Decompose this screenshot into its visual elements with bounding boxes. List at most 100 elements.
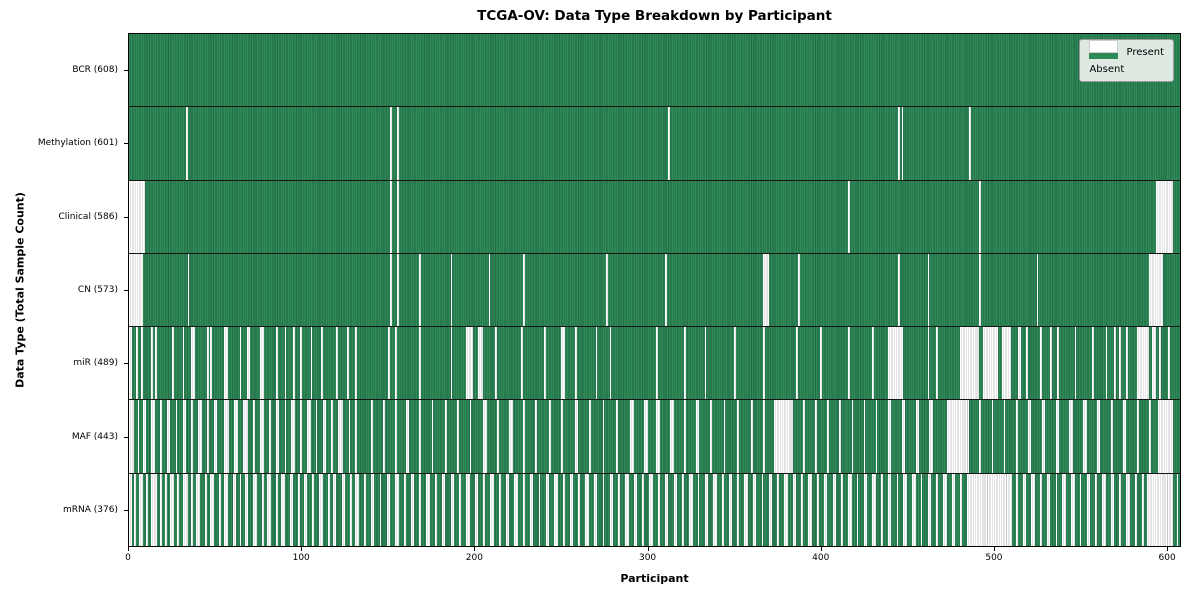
absent-segment xyxy=(578,473,581,546)
x-axis: 0 100 200 300 400 500 600 xyxy=(125,547,1181,577)
absent-segment xyxy=(1046,473,1051,546)
absent-segment xyxy=(419,400,422,473)
absent-segment xyxy=(872,473,876,546)
absent-segment xyxy=(224,400,230,473)
absent-segment xyxy=(562,473,565,546)
absent-segment xyxy=(1057,327,1059,400)
absent-segment xyxy=(445,400,448,473)
absent-segment xyxy=(405,400,410,473)
absent-segment xyxy=(723,400,726,473)
legend-item-absent: Absent xyxy=(1089,40,1164,75)
absent-segment xyxy=(419,327,422,400)
absent-segment xyxy=(129,327,133,400)
absent-segment xyxy=(1147,473,1174,546)
absent-segment xyxy=(896,473,899,546)
absent-segment xyxy=(903,473,907,546)
absent-segment xyxy=(839,400,842,473)
absent-segment xyxy=(135,327,138,400)
absent-segment xyxy=(355,327,358,400)
absent-segment xyxy=(815,400,817,473)
y-axis: BCR (608) Methylation (601) Clinical (586)… xyxy=(0,33,128,547)
absent-segment xyxy=(331,400,333,473)
absent-segment xyxy=(172,327,174,400)
absent-segment xyxy=(338,400,344,473)
y-tick-label-mir: miR (489) xyxy=(73,358,118,369)
absent-segment xyxy=(134,473,136,546)
absent-segment xyxy=(803,400,805,473)
x-tick-label-500: 500 xyxy=(985,553,1003,563)
absent-segment xyxy=(982,327,999,400)
absent-segment xyxy=(901,107,904,180)
y-tick-mark xyxy=(124,436,128,438)
absent-segment xyxy=(801,473,804,546)
absent-segment xyxy=(549,400,551,473)
absent-segment xyxy=(763,327,766,400)
absent-segment xyxy=(796,327,798,400)
absent-segment xyxy=(848,327,850,400)
absent-segment xyxy=(616,400,619,473)
absent-segment xyxy=(514,473,518,546)
absent-segment xyxy=(872,327,875,400)
absent-segment xyxy=(234,400,238,473)
y-tick-label-maf: MAF (443) xyxy=(71,431,118,442)
absent-segment xyxy=(182,400,187,473)
absent-segment xyxy=(1017,327,1021,400)
absent-segment xyxy=(348,400,351,473)
absent-segment xyxy=(1027,400,1032,473)
absent-segment xyxy=(1001,327,1011,400)
row-mrna xyxy=(129,473,1180,546)
absent-segment xyxy=(213,400,218,473)
absent-segment xyxy=(146,473,148,546)
absent-segment xyxy=(664,473,669,546)
absent-segment xyxy=(1105,327,1108,400)
x-tick-mark xyxy=(301,547,303,551)
absent-segment xyxy=(281,473,285,546)
absent-segment xyxy=(832,473,836,546)
absent-segment xyxy=(1069,400,1073,473)
absent-segment xyxy=(737,400,740,473)
absent-segment xyxy=(967,473,1013,546)
absent-segment xyxy=(483,400,487,473)
absent-segment xyxy=(927,473,932,546)
x-tick-mark xyxy=(820,547,822,551)
absent-segment xyxy=(561,327,565,400)
x-tick-mark xyxy=(647,547,649,551)
absent-segment xyxy=(979,180,982,253)
absent-segment xyxy=(142,400,147,473)
absent-segment xyxy=(350,473,352,546)
chart-title: TCGA-OV: Data Type Breakdown by Particip… xyxy=(477,8,832,24)
absent-segment xyxy=(498,473,501,546)
absent-segment xyxy=(1157,400,1174,473)
absent-segment xyxy=(797,253,800,327)
row-mir xyxy=(129,327,1180,401)
absent-segment xyxy=(1091,327,1094,400)
x-tick-label-300: 300 xyxy=(638,553,657,563)
absent-segment xyxy=(151,400,155,473)
absent-segment xyxy=(863,473,868,546)
absent-segment xyxy=(457,400,460,473)
absent-segment xyxy=(898,107,900,180)
absent-segment xyxy=(191,400,193,473)
x-tick-mark xyxy=(1167,547,1169,551)
row-methylation xyxy=(129,107,1180,181)
absent-segment xyxy=(670,400,674,473)
absent-segment xyxy=(946,400,970,473)
absent-segment xyxy=(1136,327,1149,400)
absent-segment xyxy=(1062,473,1066,546)
absent-segment xyxy=(1015,473,1018,546)
absent-segment xyxy=(355,473,359,546)
absent-segment xyxy=(664,253,667,327)
absent-segment xyxy=(851,400,854,473)
absent-segment xyxy=(1086,473,1091,546)
absent-segment xyxy=(239,327,242,400)
absent-segment xyxy=(336,327,339,400)
absent-segment xyxy=(129,253,143,327)
absent-segment xyxy=(419,253,422,327)
absent-segment xyxy=(734,327,736,400)
absent-segment xyxy=(386,473,391,546)
absent-segment xyxy=(167,400,171,473)
absent-segment xyxy=(695,400,700,473)
absent-segment xyxy=(683,327,686,400)
absent-segment xyxy=(466,327,473,400)
